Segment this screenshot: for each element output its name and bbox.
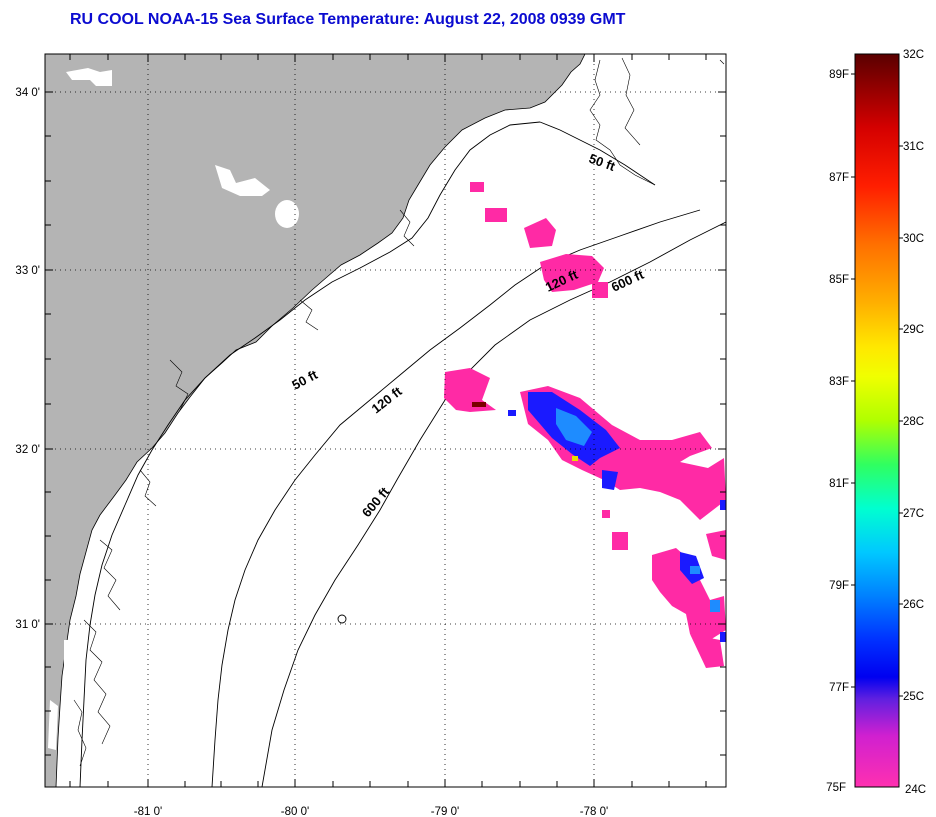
cb-f-83: 83F [829, 376, 849, 388]
lon-label-79: -79 0' [431, 806, 459, 817]
cb-c-27: 27C [903, 508, 924, 520]
lon-label-78: -78 0' [580, 806, 608, 817]
contour-50ft [79, 121, 541, 787]
cb-f-87: 87F [829, 172, 849, 184]
cb-c-29: 29C [903, 324, 924, 336]
cb-f-89: 89F [829, 69, 849, 81]
cb-c-28: 28C [903, 416, 924, 428]
cb-c-25: 25C [903, 691, 924, 703]
lat-label-31: 31 0' [15, 619, 40, 631]
cb-f-85: 85F [829, 274, 849, 286]
lat-label-33: 33 0' [15, 265, 40, 277]
colorbar-scale [854, 53, 900, 788]
cb-c-30: 30C [903, 233, 924, 245]
contour-600ft [261, 221, 726, 787]
cb-c-26: 26C [903, 599, 924, 611]
cb-f-81: 81F [829, 478, 849, 490]
colorbar: 89F 87F 85F 83F 81F 79F 77F 75F 32C 31C … [826, 49, 926, 796]
land-cloud-patches [48, 68, 299, 750]
sst-data [444, 182, 726, 668]
map-frame [44, 53, 727, 788]
lon-label-81: -81 0' [134, 806, 162, 817]
coastal-detail [73, 57, 725, 767]
graticule [45, 54, 726, 787]
cb-f-75: 75F [826, 782, 846, 794]
lon-label-80: -80 0' [281, 806, 309, 817]
axis-ticks [45, 54, 726, 787]
map-title: RU COOL NOAA-15 Sea Surface Temperature:… [70, 11, 626, 28]
cb-f-77: 77F [829, 682, 849, 694]
land-mass [45, 54, 586, 787]
cb-c-24: 24C [905, 784, 926, 796]
cb-f-79: 79F [829, 580, 849, 592]
lat-label-34: 34 0' [15, 87, 40, 99]
cb-c-32: 32C [903, 49, 924, 61]
lat-label-32: 32 0' [15, 444, 40, 456]
cb-c-31: 31C [903, 141, 924, 153]
